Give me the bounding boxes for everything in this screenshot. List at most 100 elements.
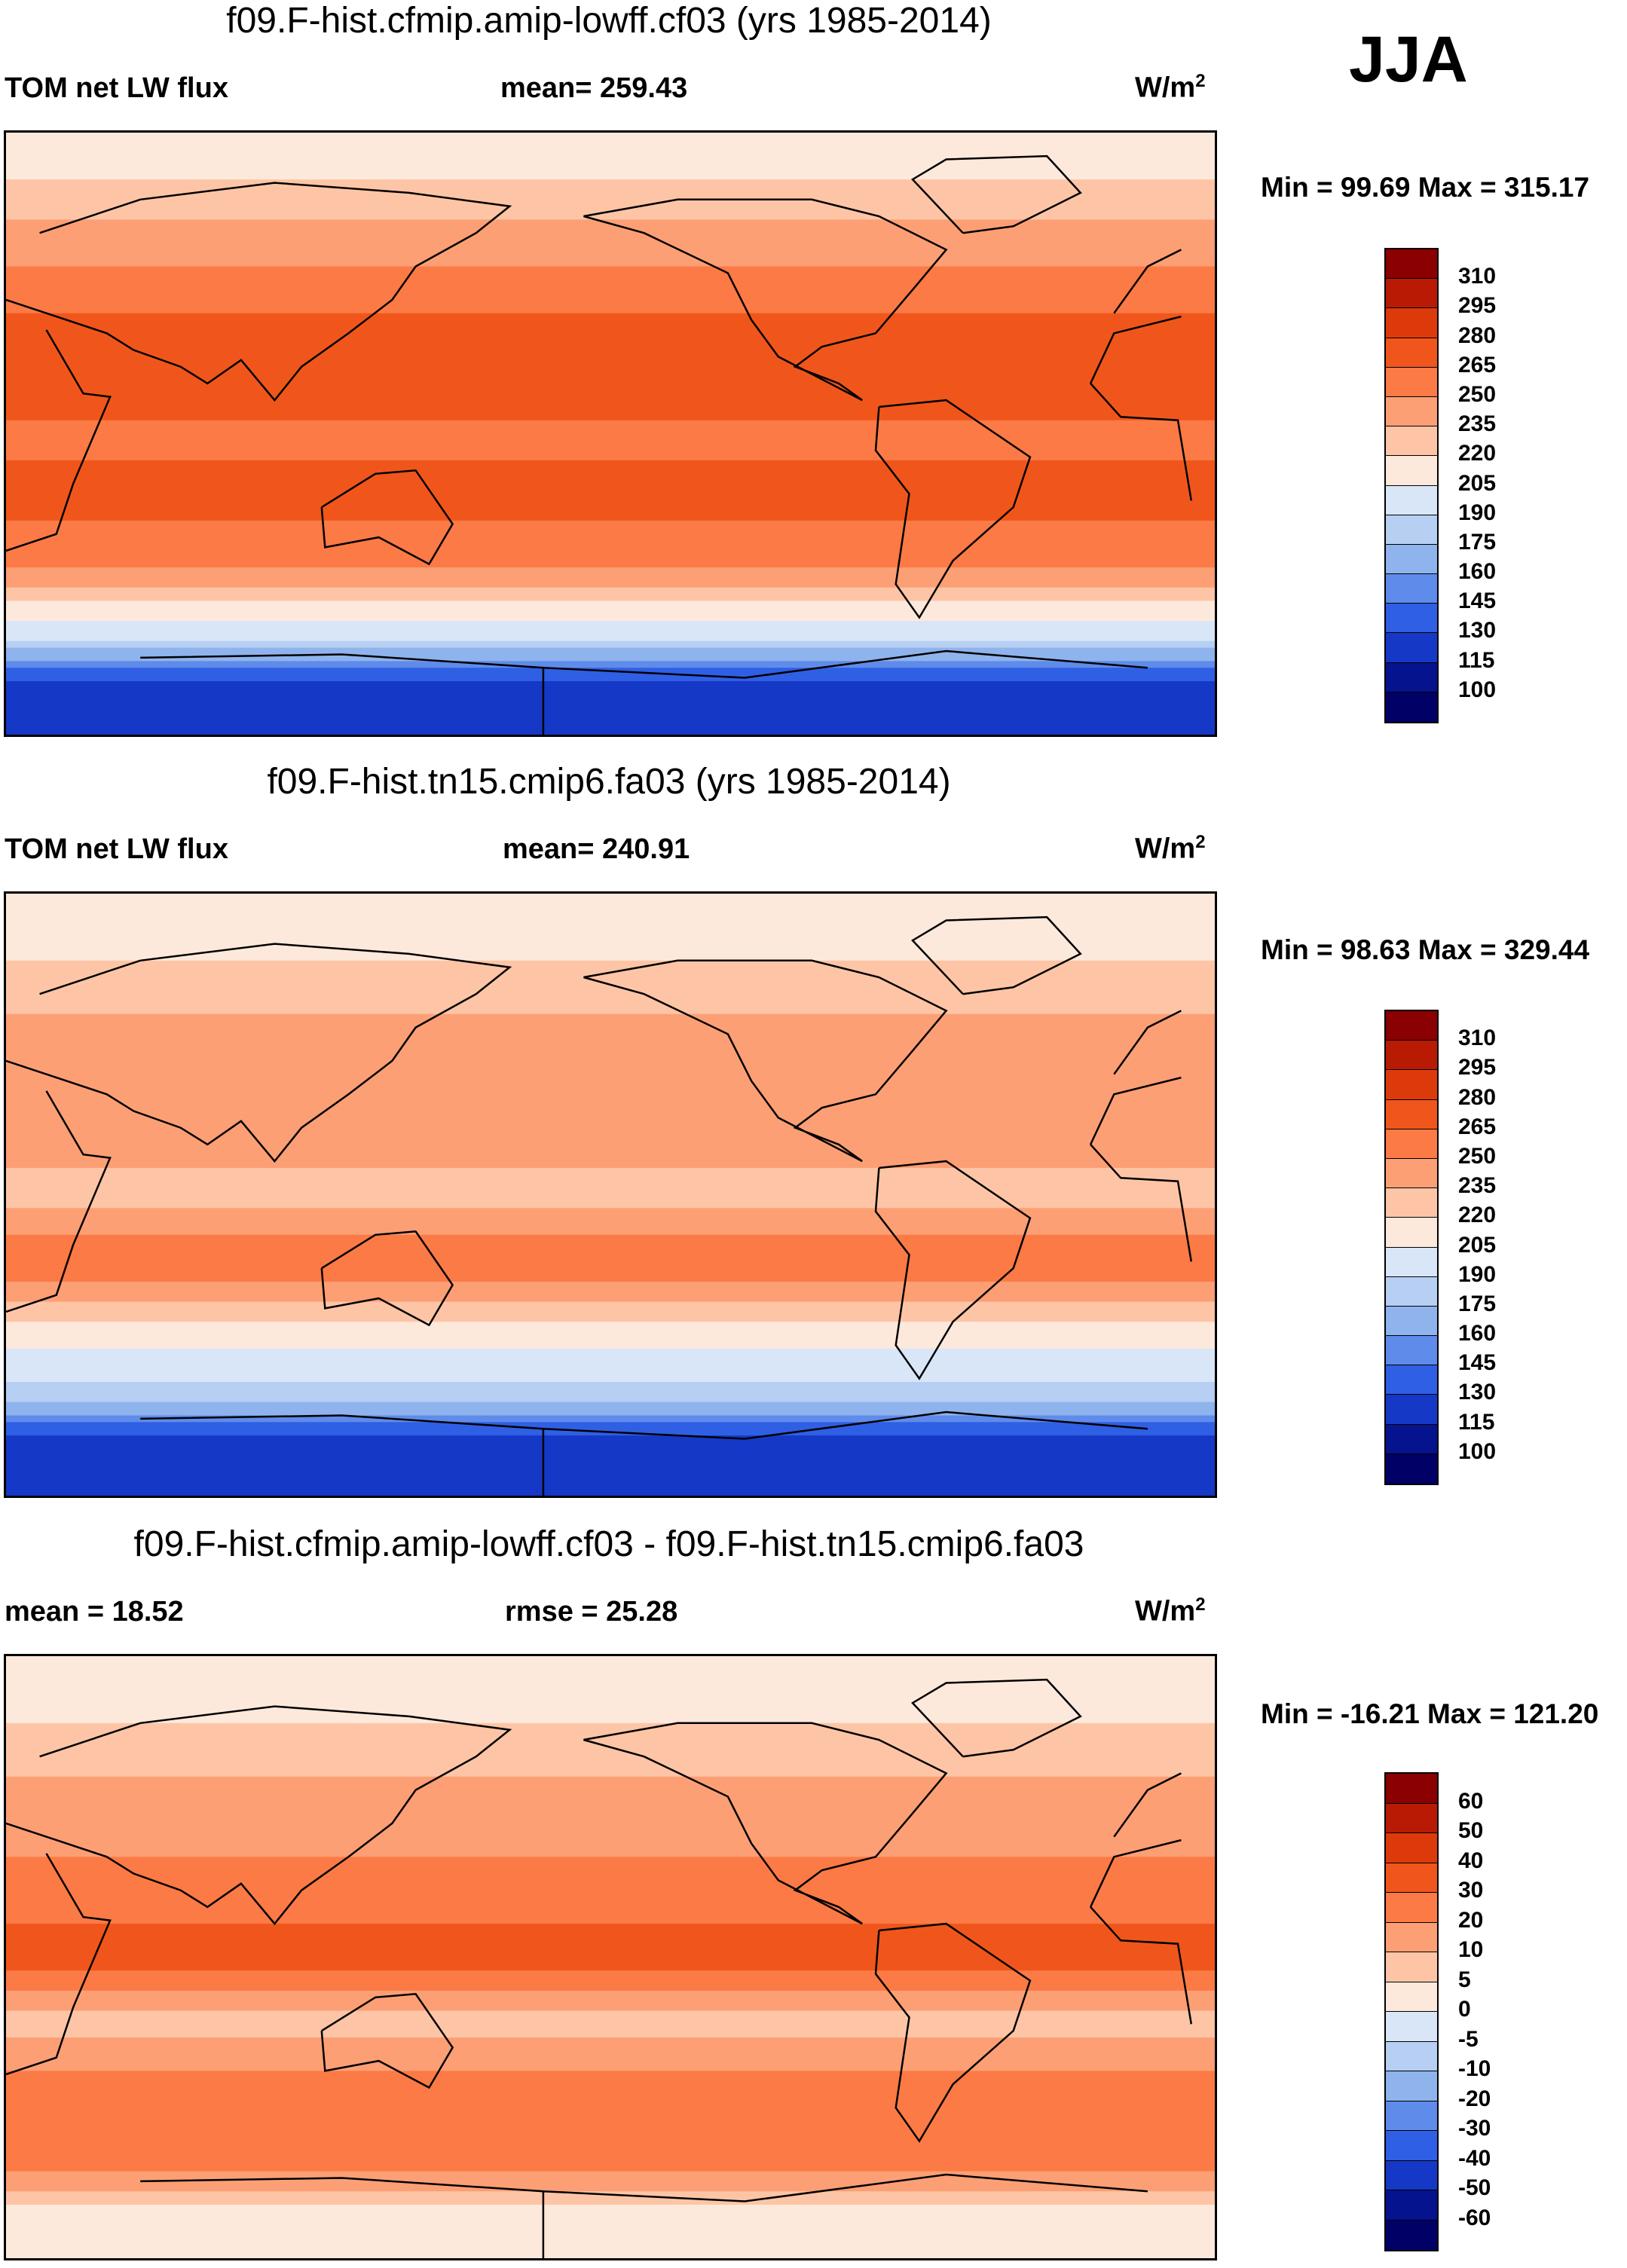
contour-band xyxy=(6,359,1215,368)
colorbar-tick-label: 130 xyxy=(1458,618,1497,643)
coastline xyxy=(911,154,1082,234)
coastline xyxy=(1089,1076,1182,1145)
contour-band xyxy=(6,319,1215,328)
contour-band xyxy=(6,1034,1215,1041)
colorbar-segment xyxy=(1386,1041,1437,1071)
contour-band xyxy=(6,507,1215,515)
contour-band xyxy=(6,680,1215,689)
contour-band xyxy=(6,520,1215,528)
colorbar-segment xyxy=(1386,2220,1437,2250)
contour-band xyxy=(6,1268,1215,1276)
colorbar-tick-label: 295 xyxy=(1458,293,1497,319)
panel-2-variable-label: TOM net LW flux xyxy=(5,833,228,865)
coastline xyxy=(140,1414,545,1496)
contour-band xyxy=(6,1729,1215,1738)
colorbar-tick-label: 20 xyxy=(1458,1907,1484,1933)
contour-band xyxy=(6,259,1215,267)
contour-band xyxy=(6,166,1215,173)
contour-band xyxy=(6,1234,1215,1243)
contour-band xyxy=(6,573,1215,582)
coastline xyxy=(583,198,948,402)
colorbar-segment xyxy=(1386,2041,1437,2071)
contour-band xyxy=(6,1448,1215,1456)
contour-band xyxy=(6,913,1215,922)
contour-band xyxy=(6,661,1215,668)
contour-band xyxy=(6,494,1215,501)
contour-band xyxy=(6,1964,1215,1971)
contour-band xyxy=(6,1803,1215,1811)
contour-band xyxy=(6,240,1215,247)
coastline xyxy=(543,2173,1148,2202)
colorbar-segment xyxy=(1386,426,1437,457)
contour-band xyxy=(6,1248,1215,1255)
colorbar-segment xyxy=(1386,1218,1437,1248)
contour-band xyxy=(6,1060,1215,1068)
contour-band xyxy=(6,2157,1215,2166)
colorbar-segment xyxy=(1386,1952,1437,1982)
contour-band xyxy=(6,2218,1215,2226)
contour-band xyxy=(6,333,1215,341)
contour-band xyxy=(6,994,1215,1001)
contour-band xyxy=(6,2171,1215,2179)
contour-band xyxy=(6,500,1215,508)
contour-band xyxy=(6,1696,1215,1704)
contour-band xyxy=(6,894,1215,901)
contour-band xyxy=(6,920,1215,928)
colorbar-tick-label: 5 xyxy=(1458,1967,1471,1992)
colorbar-tick-label: 310 xyxy=(1458,1025,1497,1051)
panel-2-mean-value: 240.91 xyxy=(602,833,690,865)
contour-band xyxy=(6,1750,1215,1757)
colorbar-segment xyxy=(1386,1833,1437,1863)
contour-band xyxy=(6,280,1215,287)
coastline xyxy=(874,1160,1032,1380)
panel-2-mean-label: mean= xyxy=(503,833,595,865)
contour-band xyxy=(6,1722,1215,1731)
contour-band xyxy=(6,1469,1215,1476)
contour-band xyxy=(6,2104,1215,2112)
colorbar-tick-label: 60 xyxy=(1458,1788,1484,1814)
contour-band xyxy=(6,1441,1215,1450)
coastline xyxy=(543,1411,1148,1440)
contour-band xyxy=(6,1161,1215,1169)
contour-band xyxy=(6,1375,1215,1383)
contour-band xyxy=(6,2138,1215,2145)
contour-band xyxy=(6,1783,1215,1791)
colorbar-tick-label: 235 xyxy=(1458,411,1497,437)
contour-band xyxy=(6,246,1215,254)
contour-band xyxy=(6,1167,1215,1175)
contour-band xyxy=(6,1977,1215,1985)
contour-band xyxy=(6,721,1215,729)
contour-band xyxy=(6,1776,1215,1784)
colorbar-segment xyxy=(1386,1863,1437,1893)
coastline xyxy=(911,915,1082,995)
coastline xyxy=(140,653,545,735)
panel-2-map xyxy=(4,891,1217,1498)
colorbar-tick-label: -5 xyxy=(1458,2026,1479,2052)
contour-band xyxy=(6,1897,1215,1905)
contour-band xyxy=(6,1208,1215,1215)
coastline xyxy=(6,329,112,552)
contour-band xyxy=(6,728,1215,735)
colorbar-tick-label: 115 xyxy=(1458,647,1495,673)
contour-band xyxy=(6,514,1215,521)
contour-band xyxy=(6,1114,1215,1122)
contour-band xyxy=(6,313,1215,321)
contour-band xyxy=(6,173,1215,180)
contour-band xyxy=(6,2084,1215,2092)
colorbar-segment xyxy=(1386,1395,1437,1425)
contour-band xyxy=(6,1054,1215,1062)
contour-band xyxy=(6,1710,1215,1717)
colorbar-segment xyxy=(1386,1188,1437,1218)
season-label: JJA xyxy=(1349,23,1468,96)
contour-band xyxy=(6,373,1215,381)
coastline xyxy=(1113,1010,1182,1075)
panel-1-title: f09.F-hist.cfmip.amip-lowff.cf03 (yrs 19… xyxy=(226,1,992,41)
contour-band xyxy=(6,1067,1215,1075)
contour-band xyxy=(6,1395,1215,1403)
contour-band xyxy=(6,1790,1215,1798)
colorbar-tick-label: 295 xyxy=(1458,1055,1497,1081)
contour-band xyxy=(6,226,1215,234)
contour-band xyxy=(6,940,1215,948)
panel-1-map xyxy=(4,130,1217,737)
contour-band xyxy=(6,145,1215,154)
